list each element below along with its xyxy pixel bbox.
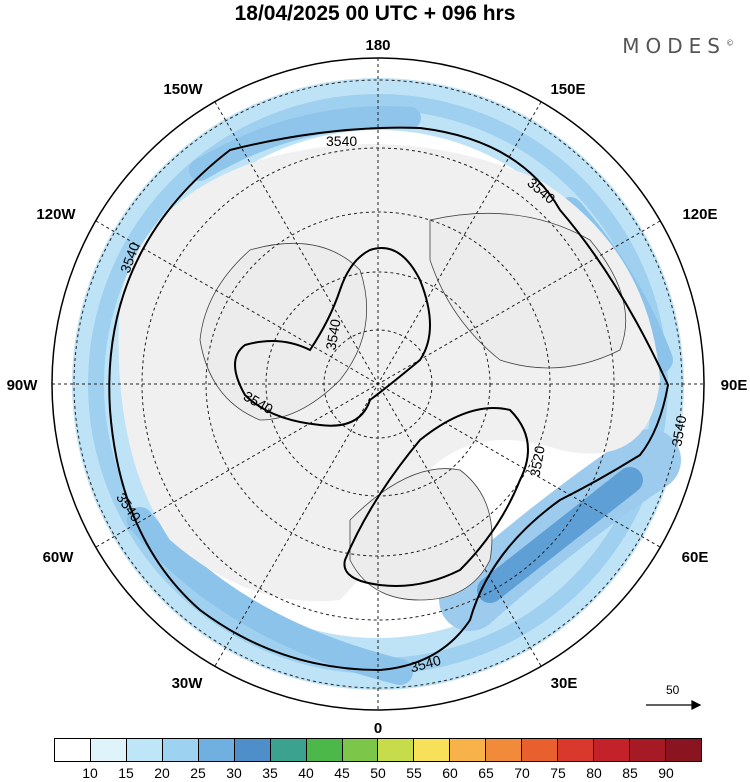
colorbar-tick-label: 45: [334, 765, 350, 781]
jet-streak-pacific: [189, 106, 421, 181]
lon-label-60w: 60W: [43, 549, 75, 566]
brand-name: MODES: [622, 34, 726, 58]
colorbar-cell: [630, 739, 666, 761]
contour-3540-outer: [108, 126, 670, 672]
map-border: [51, 57, 705, 711]
contour-3520: [343, 407, 529, 587]
colorbar-cell: [234, 739, 271, 761]
lon-label-150e: 150E: [550, 81, 585, 98]
map-title: 18/04/2025 00 UTC + 096 hrs: [234, 2, 516, 25]
colorbar-tick-label: 90: [658, 765, 674, 781]
vector-scale-arrow: [646, 700, 702, 710]
lon-label-0: 0: [374, 720, 382, 737]
colorbar-tick-label: 10: [82, 765, 98, 781]
colorbar-tick-label: 40: [298, 765, 314, 781]
colorbar-tick-label: 15: [118, 765, 134, 781]
contour-label: 3540: [322, 318, 343, 352]
colorbar-tick-label: 60: [442, 765, 458, 781]
lon-label-30e: 30E: [551, 675, 578, 692]
colorbar-cell: [270, 739, 307, 761]
colorbar-cell: [162, 739, 199, 761]
colorbar-tick-label: 35: [262, 765, 278, 781]
lon-label-90e: 90E: [721, 377, 748, 394]
colorbar-tick-label: 20: [154, 765, 170, 781]
colorbar-tick-label: 80: [586, 765, 602, 781]
lon-label-60e: 60E: [682, 549, 709, 566]
colorbar-cell: [306, 739, 343, 761]
colorbar-cell: [126, 739, 163, 761]
lon-label-90w: 90W: [7, 377, 39, 394]
colorbar-cell: [198, 739, 235, 761]
colorbar-tick-label: 65: [478, 765, 494, 781]
colorbar-cell: [342, 739, 379, 761]
contour-label: 3540: [408, 652, 442, 676]
colorbar-cell: [414, 739, 451, 761]
contour-label: 3540: [326, 133, 357, 149]
colorbar-cell: [486, 739, 523, 761]
colorbar-cell: [665, 739, 701, 761]
colorbar-cell: [55, 739, 91, 761]
lon-label-150w: 150W: [163, 81, 203, 98]
meridian-120: [95, 220, 661, 548]
vector-scale-label: 50: [666, 683, 680, 697]
colorbar-cell: [90, 739, 127, 761]
jet-streak-atlantic: [127, 507, 413, 685]
colorbar-tick-label: 50: [370, 765, 386, 781]
contour-3540-polar: [234, 247, 431, 427]
colorbar-cell: [594, 739, 630, 761]
height-contours: [108, 126, 670, 672]
colorbar-tick-label: 30: [226, 765, 242, 781]
colorbar-tick-label: 85: [622, 765, 638, 781]
colorbar-tick-label: 25: [190, 765, 206, 781]
land-asia: [429, 212, 627, 369]
land-europe: [349, 468, 493, 601]
land-north-america: [199, 242, 368, 421]
contour-label: 3540: [668, 414, 689, 448]
colorbar-tick-label: 55: [406, 765, 422, 781]
meridians: [52, 58, 704, 710]
lon-label-30w: 30W: [172, 675, 204, 692]
lon-label-120w: 120W: [36, 206, 76, 223]
lon-label-180: 180: [365, 37, 390, 54]
colorbar-labels: 10 15 20 25 30 35 40 45 50 55 60 65 70 75 80 85 90: [54, 765, 702, 781]
colorbar-cell: [522, 739, 559, 761]
longitude-labels: 180 0 90W 90E 150W 150E 120W 120E 60W 60…: [7, 37, 748, 737]
contour-label: 3520: [527, 444, 548, 478]
lon-label-120e: 120E: [682, 206, 717, 223]
colorbar-tick-label: 70: [514, 765, 530, 781]
colorbar: [54, 738, 702, 762]
colorbar-tick-label: 75: [550, 765, 566, 781]
colorbar-cell: [450, 739, 487, 761]
brand-logo: MODES©: [622, 34, 734, 58]
copyright-mark: ©: [726, 38, 734, 48]
colorbar-cell: [378, 739, 415, 761]
colorbar-cell: [558, 739, 595, 761]
